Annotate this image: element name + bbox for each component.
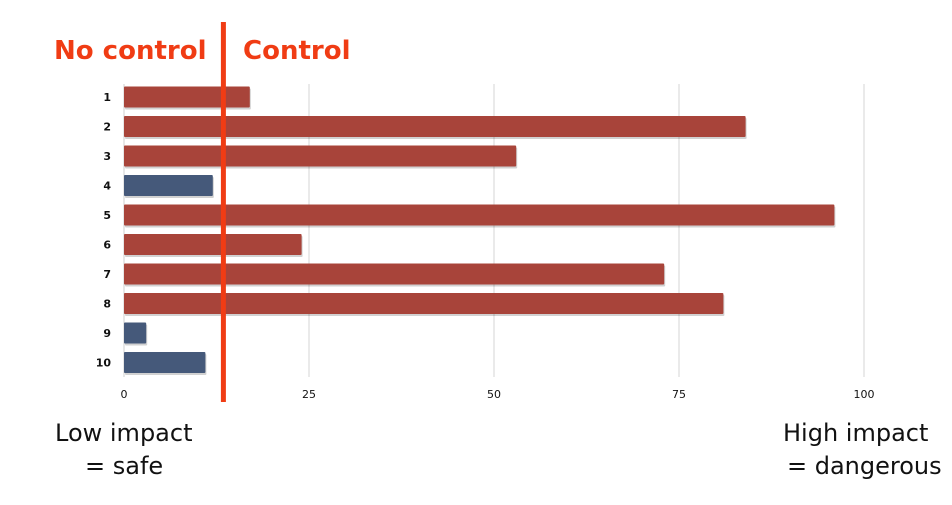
x-tick-label: 75 (672, 388, 686, 401)
bar-10 (124, 352, 206, 373)
no-control-label: No control (54, 36, 207, 66)
low-impact-label: Low impact (55, 419, 193, 447)
category-label: 3 (103, 150, 111, 163)
category-label: 1 (103, 91, 111, 104)
category-label: 7 (103, 268, 111, 281)
x-tick-label: 50 (487, 388, 501, 401)
bar-4 (124, 175, 213, 196)
dangerous-label: = dangerous (787, 452, 942, 480)
category-label: 6 (103, 239, 111, 252)
category-labels: 1 2 3 4 5 6 7 8 9 10 (96, 91, 112, 370)
control-label: Control (243, 36, 351, 66)
category-label: 8 (103, 298, 111, 311)
bar-3 (124, 145, 517, 167)
bar-8 (124, 293, 724, 314)
bars (124, 86, 836, 375)
bar-1 (124, 86, 250, 108)
bar-9 (124, 322, 147, 344)
category-label: 4 (103, 180, 111, 193)
high-impact-label: High impact (783, 419, 929, 447)
x-tick-label: 25 (302, 388, 316, 401)
x-tick-label: 100 (854, 388, 875, 401)
x-tick-label: 0 (121, 388, 128, 401)
bar-6 (124, 234, 302, 255)
bar-2 (124, 116, 746, 137)
bar-5 (124, 204, 835, 226)
category-label: 9 (103, 327, 111, 340)
safe-label: = safe (85, 452, 164, 480)
bar-7 (124, 263, 665, 285)
category-label: 2 (103, 121, 111, 134)
category-label: 10 (96, 357, 112, 370)
category-label: 5 (103, 209, 111, 222)
x-tick-labels: 0 25 50 75 100 (121, 388, 875, 401)
